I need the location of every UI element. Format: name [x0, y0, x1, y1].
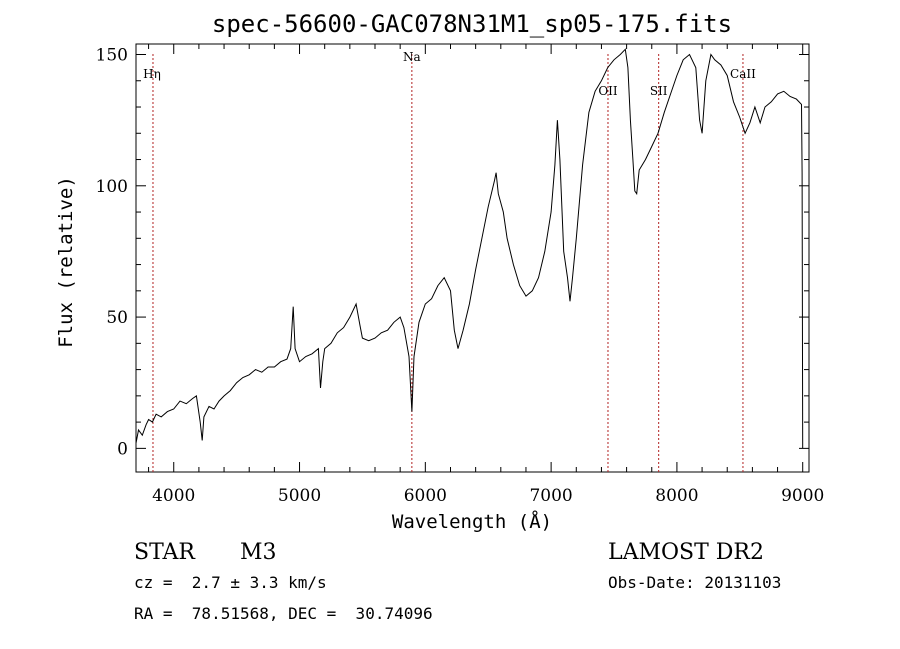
y-tick-label: 100	[96, 177, 128, 197]
spectrum-info: STAR M3 cz = 2.7 ± 3.3 km/s RA = 78.5156…	[134, 540, 781, 623]
object-class: STAR	[134, 540, 196, 565]
x-axis-ticks: 4000 5000 6000 7000 8000 9000	[148, 44, 824, 506]
survey-name: LAMOST DR2	[608, 540, 764, 565]
spectral-line-label: CaII	[730, 67, 756, 81]
observation-date: Obs-Date: 20131103	[608, 573, 781, 592]
plot-frame	[135, 43, 810, 473]
redshift-velocity: cz = 2.7 ± 3.3 km/s	[134, 573, 327, 592]
y-axis-ticks: 0 50 100 150	[96, 46, 809, 459]
x-axis-label: Wavelength (Å)	[392, 510, 552, 533]
x-tick-label: 8000	[655, 486, 698, 506]
object-subclass: M3	[240, 540, 277, 565]
spectral-line-markers: Hη Na OII SII CaII	[143, 50, 756, 472]
chart-title: spec-56600-GAC078N31M1_sp05-175.fits	[212, 10, 732, 38]
y-tick-label: 50	[106, 308, 128, 328]
x-tick-label: 9000	[781, 486, 824, 506]
sky-coordinates: RA = 78.51568, DEC = 30.74096	[134, 604, 433, 623]
y-tick-label: 150	[96, 46, 128, 66]
spectral-line-label: Hη	[143, 67, 161, 81]
x-tick-label: 7000	[529, 486, 572, 506]
spectral-line-label: SII	[650, 84, 668, 98]
y-tick-label: 0	[117, 439, 128, 459]
y-axis-label: Flux (relative)	[55, 176, 77, 348]
x-tick-label: 5000	[278, 486, 321, 506]
x-tick-label: 6000	[404, 486, 447, 506]
spectral-line-label: Na	[403, 50, 421, 64]
flux-series-line	[135, 48, 804, 449]
spectral-line-label: OII	[598, 84, 618, 98]
x-tick-label: 4000	[152, 486, 195, 506]
